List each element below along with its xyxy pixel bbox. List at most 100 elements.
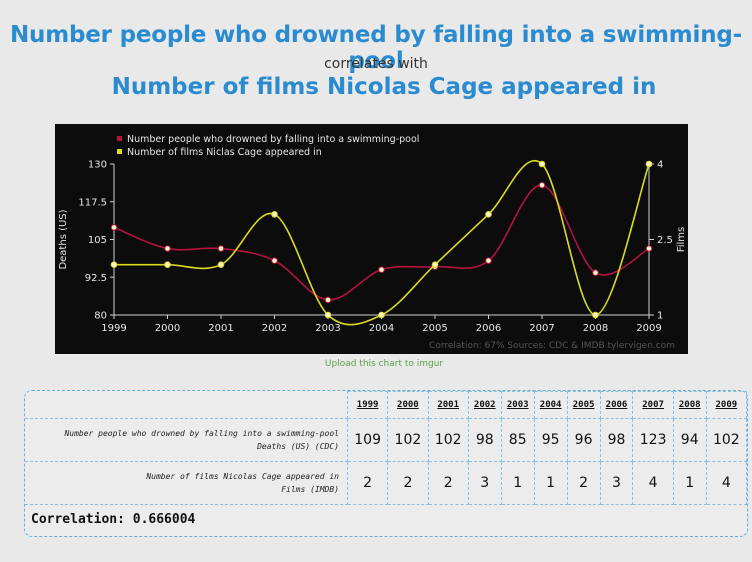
table-cell: 85 (500, 418, 535, 462)
upload-link[interactable]: Upload this chart to imgur (324, 359, 444, 369)
y-tick-label-right: 1 (657, 311, 663, 322)
table-row-drownings: Number people who drowned by falling int… (25, 418, 748, 462)
correlation-value: Correlation: 0.666004 (31, 512, 196, 527)
year-header: 2000 (387, 391, 429, 419)
data-point-1 (164, 261, 171, 268)
x-tick-label: 2006 (476, 323, 501, 334)
table-cell: 98 (599, 418, 634, 462)
table-cell: 96 (566, 418, 601, 462)
y-tick-label-left: 92.5 (85, 273, 107, 284)
legend-swatch-1 (117, 149, 122, 154)
chart-panel: 80 92.5 105 117.5 130 1 2.5 4 1999 2000 2001 2002 20… (55, 124, 688, 354)
table-cell: 1 (500, 461, 535, 505)
y-tick-label-left: 117.5 (78, 197, 107, 208)
table-cell: 109 (346, 418, 389, 462)
table-corner (25, 391, 348, 419)
x-tick-label: 2008 (583, 323, 608, 334)
year-header: 2006 (599, 391, 634, 419)
data-point-0 (485, 257, 492, 264)
table-row-films: Number of films Nicolas Cage appeared in… (25, 461, 748, 505)
data-point-0 (217, 245, 225, 252)
year-header: 2004 (533, 391, 568, 419)
data-point-0 (110, 224, 118, 231)
table-cell: 98 (467, 418, 502, 462)
table-cell: 102 (387, 418, 429, 462)
table-cell: 95 (533, 418, 568, 462)
x-tick-label: 2001 (208, 323, 233, 334)
table-cell: 2 (427, 461, 469, 505)
data-point-1 (271, 211, 278, 218)
y-tick-label-left: 80 (94, 311, 107, 322)
y-tick-label-right: 2.5 (657, 235, 673, 246)
x-tick-label: 2003 (315, 323, 340, 334)
title-bottom: Number of films Nicolas Cage appeared in (111, 74, 657, 100)
line-chart: 80 92.5 105 117.5 130 1 2.5 4 1999 2000 2001 2002 20… (58, 134, 687, 351)
table-header-row: 1999 2000 2001 2002 2003 2004 2005 2006 2007 2008… (25, 391, 748, 419)
series-line-1 (113, 160, 650, 326)
data-point-0 (324, 296, 332, 304)
year-header: 2005 (566, 391, 601, 419)
data-point-0 (645, 245, 653, 252)
x-tick-label: 2005 (422, 323, 447, 334)
x-tick-label: 2002 (262, 323, 287, 334)
year-header: 2009 (705, 391, 748, 419)
year-header: 2003 (500, 391, 535, 419)
x-tick-label: 2000 (155, 323, 180, 334)
row-label-title: Number people who drowned by falling int… (64, 429, 339, 438)
table-cell: 123 (632, 418, 674, 462)
data-point-1 (485, 211, 492, 218)
subtitle: correlates with (324, 56, 428, 72)
data-point-1 (431, 261, 439, 268)
legend-label-1: Number of films Niclas Cage appeared in (127, 147, 322, 158)
title-top: Number people who drowned by falling int… (9, 22, 743, 74)
data-point-0 (538, 181, 546, 189)
table-cell: 102 (705, 418, 748, 462)
chart-footer: Correlation: 67% Sources: CDC & IMDB tyl… (429, 341, 675, 351)
row-label-sub: Deaths (US) (CDC) (257, 442, 339, 451)
y-tick-label-right: 4 (657, 160, 663, 171)
year-header: 2002 (467, 391, 502, 419)
data-point-1 (378, 311, 385, 319)
year-header: 2008 (672, 391, 707, 419)
year-header: 2001 (427, 391, 469, 419)
data-point-1 (324, 311, 332, 319)
table-cell: 2 (387, 461, 429, 505)
data-point-0 (164, 245, 171, 252)
data-point-1 (110, 261, 118, 268)
series-line-0 (113, 184, 650, 301)
table-cell: 2 (566, 461, 601, 505)
legend-label-0: Number people who drowned by falling int… (127, 134, 419, 145)
row-label-title: Number of films Nicolas Cage appeared in (146, 472, 339, 481)
year-header: 1999 (346, 391, 389, 419)
y-axis-label-right: Films (676, 227, 687, 253)
data-table: 1999 2000 2001 2002 2003 2004 2005 2006 2007 2008… (25, 391, 748, 505)
data-point-1 (217, 261, 225, 268)
y-axis-label-left: Deaths (US) (58, 209, 69, 269)
data-point-1 (592, 311, 599, 319)
data-point-0 (271, 257, 278, 264)
data-table-box: 1999 2000 2001 2002 2003 2004 2005 2006 2007 2008… (24, 390, 748, 537)
data-point-1 (645, 160, 653, 168)
row-label-sub: Films (IMDB) (281, 485, 339, 494)
table-cell: 3 (467, 461, 502, 505)
table-cell: 1 (672, 461, 707, 505)
legend-swatch-0 (117, 136, 122, 141)
y-tick-label-left: 105 (88, 235, 107, 246)
table-cell: 1 (533, 461, 568, 505)
row-label-drownings: Number people who drowned by falling int… (25, 418, 348, 462)
table-cell: 2 (346, 461, 389, 505)
row-label-films: Number of films Nicolas Cage appeared in… (25, 461, 348, 505)
table-cell: 102 (427, 418, 469, 462)
x-tick-label: 2009 (636, 323, 661, 334)
table-cell: 4 (705, 461, 748, 505)
table-cell: 94 (672, 418, 707, 462)
data-point-0 (592, 269, 599, 277)
y-tick-label-left: 130 (88, 160, 107, 171)
x-tick-label: 2007 (529, 323, 554, 334)
x-tick-label: 2004 (369, 323, 394, 334)
table-cell: 3 (599, 461, 634, 505)
table-cell: 4 (632, 461, 674, 505)
data-point-1 (538, 160, 546, 168)
data-point-0 (378, 266, 385, 273)
x-tick-label: 1999 (101, 323, 126, 334)
